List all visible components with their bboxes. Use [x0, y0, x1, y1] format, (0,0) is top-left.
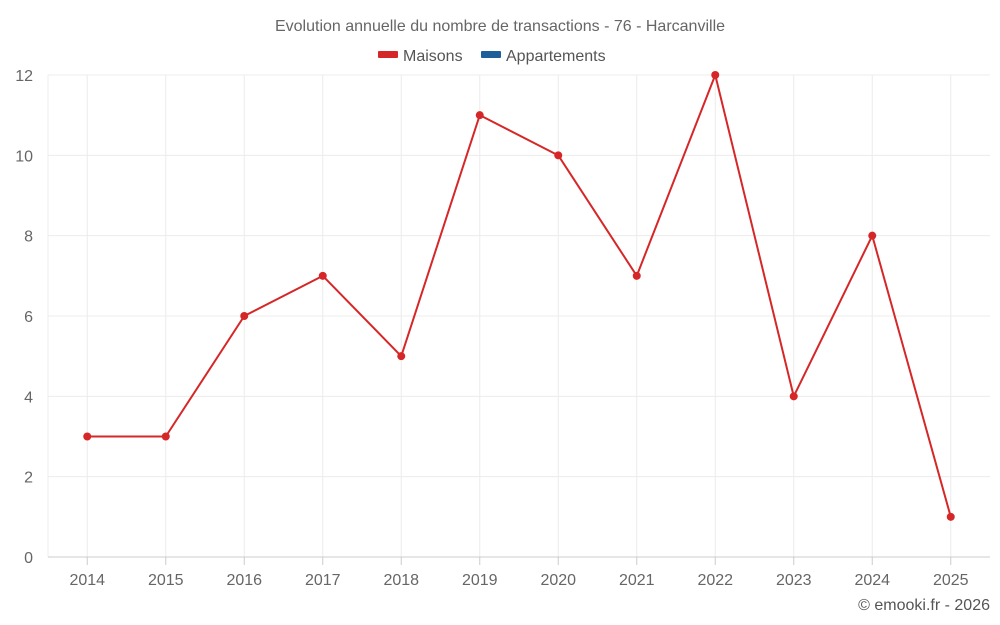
- data-point-maisons-2023[interactable]: [789, 392, 798, 401]
- x-tick-label: 2022: [697, 572, 733, 589]
- x-tick-label: 2025: [933, 572, 969, 589]
- data-point-maisons-2015[interactable]: [161, 432, 170, 441]
- y-tick-label: 8: [24, 229, 33, 246]
- series: [83, 71, 955, 521]
- data-point-maisons-2019[interactable]: [475, 111, 484, 120]
- y-tick-label: 12: [15, 68, 33, 85]
- x-tick-label: 2015: [148, 572, 184, 589]
- legend-swatch-maisons: [378, 51, 398, 58]
- y-tick-label: 6: [24, 309, 33, 326]
- x-tick-label: 2016: [226, 572, 262, 589]
- data-point-maisons-2017[interactable]: [318, 271, 327, 280]
- data-point-maisons-2022[interactable]: [711, 71, 720, 79]
- grid: [48, 74, 990, 557]
- x-tick-label: 2019: [462, 572, 498, 589]
- data-point-maisons-2025[interactable]: [946, 512, 955, 521]
- x-tick-label: 2023: [776, 572, 812, 589]
- data-point-maisons-2020[interactable]: [554, 151, 563, 160]
- axes: 0 2 4 6 8 10 12 2014 2015 2016 2017 2018 2019 2020 202…: [15, 68, 990, 589]
- x-tick-label: 2017: [305, 572, 341, 589]
- y-tick-label: 4: [24, 389, 33, 406]
- credit-text: © emooki.fr - 2026: [858, 597, 990, 614]
- data-point-maisons-2016[interactable]: [240, 312, 249, 320]
- x-tick-label: 2014: [69, 572, 105, 589]
- data-point-maisons-2014[interactable]: [83, 432, 92, 441]
- data-point-maisons-2021[interactable]: [632, 271, 641, 280]
- x-tick-label: 2020: [540, 572, 576, 589]
- legend-item-appartements[interactable]: Appartements: [481, 48, 606, 65]
- data-point-maisons-2018[interactable]: [397, 352, 406, 361]
- y-tick-label: 2: [24, 470, 33, 487]
- y-tick-label: 10: [15, 148, 33, 165]
- legend-label-appartements: Appartements: [506, 48, 606, 65]
- data-point-maisons-2024[interactable]: [868, 231, 877, 240]
- legend-label-maisons: Maisons: [403, 48, 463, 65]
- legend-swatch-appartements: [481, 51, 501, 58]
- legend-item-maisons[interactable]: Maisons: [378, 48, 463, 65]
- y-tick-label: 0: [24, 550, 33, 567]
- legend: Maisons Appartements: [378, 48, 606, 65]
- series-line-maisons: [87, 74, 952, 518]
- x-tick-label: 2024: [854, 572, 890, 589]
- x-tick-label: 2018: [383, 572, 419, 589]
- chart-title: Evolution annuelle du nombre de transact…: [275, 18, 725, 35]
- x-tick-label: 2021: [619, 572, 655, 589]
